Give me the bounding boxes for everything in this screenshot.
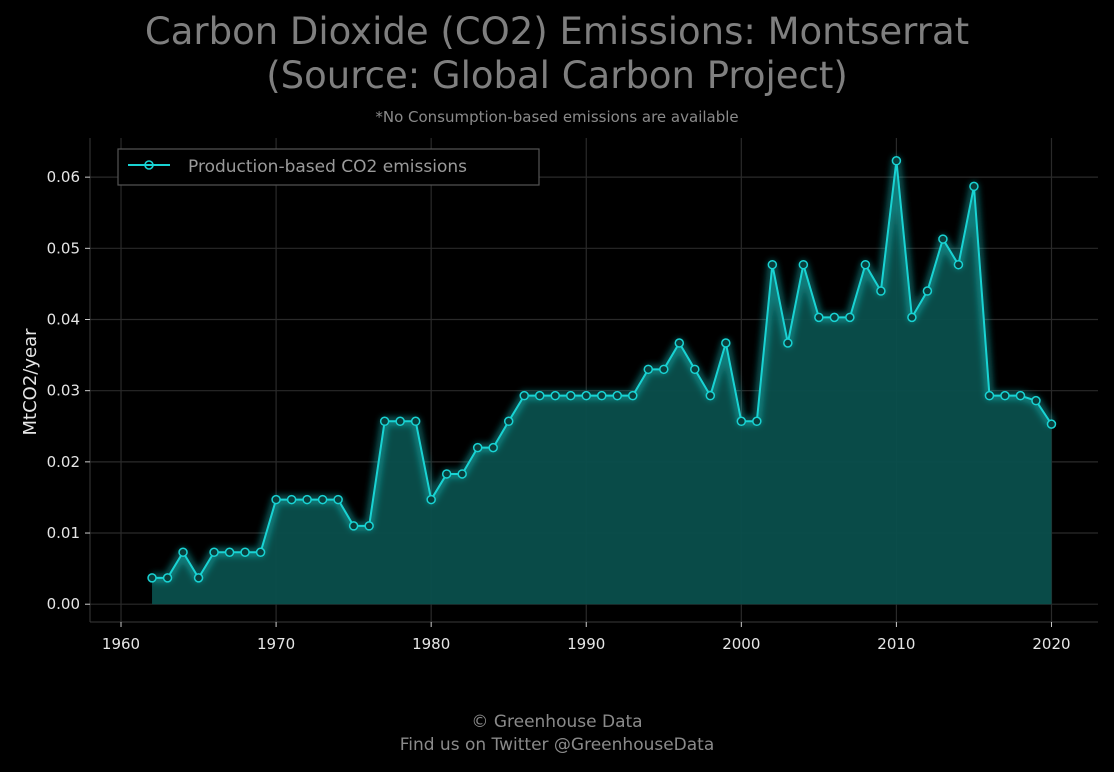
x-tick-label: 1970 bbox=[257, 635, 295, 653]
data-point bbox=[147, 573, 157, 583]
data-point bbox=[1046, 419, 1057, 429]
chart-title-line2: (Source: Global Carbon Project) bbox=[266, 54, 848, 97]
data-point bbox=[162, 573, 173, 583]
data-point bbox=[410, 416, 421, 427]
data-point bbox=[798, 259, 809, 270]
y-tick-label: 0.05 bbox=[47, 239, 80, 257]
data-point bbox=[395, 416, 405, 427]
x-tick-label: 1980 bbox=[412, 635, 450, 653]
data-point bbox=[891, 156, 902, 166]
data-point bbox=[922, 286, 933, 296]
data-point bbox=[193, 573, 204, 583]
y-tick-label: 0.00 bbox=[47, 595, 80, 613]
data-point bbox=[364, 521, 374, 531]
legend: Production-based CO2 emissions bbox=[117, 148, 540, 186]
data-point bbox=[457, 469, 467, 479]
legend-label: Production-based CO2 emissions bbox=[188, 157, 467, 177]
data-point bbox=[534, 390, 545, 401]
data-point bbox=[953, 259, 964, 270]
x-tick-label: 1990 bbox=[567, 635, 605, 653]
y-axis-ticks: 0.00 0.01 0.02 0.03 0.04 0.05 0.06 bbox=[47, 168, 90, 613]
data-point bbox=[317, 494, 328, 505]
footer-copyright: © Greenhouse Data bbox=[471, 712, 643, 732]
data-point bbox=[426, 494, 436, 505]
x-axis-ticks: 1960 1970 1980 1990 2000 2010 2020 bbox=[102, 622, 1071, 653]
data-point bbox=[255, 547, 266, 557]
data-point bbox=[550, 390, 560, 401]
data-point bbox=[488, 442, 498, 453]
data-point bbox=[705, 390, 716, 401]
y-tick-label: 0.06 bbox=[47, 168, 80, 186]
data-point bbox=[240, 547, 250, 557]
axes bbox=[89, 138, 1098, 623]
data-point bbox=[519, 390, 529, 401]
data-point bbox=[1015, 390, 1026, 401]
data-point bbox=[674, 338, 685, 348]
data-point bbox=[1000, 390, 1010, 401]
y-axis-label: MtCO2/year bbox=[20, 328, 41, 436]
data-point bbox=[1031, 395, 1041, 406]
area-layer bbox=[152, 155, 1056, 605]
data-point bbox=[581, 390, 591, 401]
data-point bbox=[597, 390, 607, 401]
data-point bbox=[969, 181, 979, 192]
x-tick-label: 2010 bbox=[877, 635, 915, 653]
data-point bbox=[643, 364, 654, 375]
data-point bbox=[441, 469, 452, 479]
data-point bbox=[845, 312, 855, 323]
chart-title-line1: Carbon Dioxide (CO2) Emissions: Montserr… bbox=[144, 10, 970, 53]
y-tick-label: 0.01 bbox=[47, 524, 80, 542]
data-point bbox=[752, 416, 762, 427]
data-point bbox=[379, 416, 390, 427]
data-point bbox=[612, 390, 623, 401]
data-point bbox=[783, 338, 793, 348]
data-point bbox=[286, 494, 297, 505]
data-point bbox=[348, 521, 359, 531]
x-tick-label: 1960 bbox=[102, 635, 140, 653]
y-tick-label: 0.04 bbox=[47, 311, 80, 329]
legend-marker-swatch bbox=[144, 160, 154, 170]
legend-box bbox=[117, 148, 540, 186]
data-point bbox=[736, 416, 747, 427]
data-point bbox=[178, 547, 188, 557]
x-tick-label: 2020 bbox=[1032, 635, 1070, 653]
data-point bbox=[659, 364, 669, 375]
data-point bbox=[767, 259, 778, 270]
x-tick-label: 2000 bbox=[722, 635, 760, 653]
data-point bbox=[209, 547, 219, 557]
data-point bbox=[876, 286, 886, 296]
data-point bbox=[503, 416, 514, 427]
data-point bbox=[333, 494, 343, 505]
data-point bbox=[907, 312, 917, 323]
data-points bbox=[147, 156, 1057, 583]
data-point bbox=[814, 312, 824, 323]
emissions-area bbox=[152, 160, 1052, 605]
emissions-chart: 1960 1970 1980 1990 2000 2010 2020 0.000.010.0… bbox=[20, 138, 1098, 653]
data-point bbox=[224, 547, 235, 557]
data-point bbox=[721, 338, 731, 348]
data-point bbox=[302, 494, 312, 505]
y-tick-label: 0.03 bbox=[47, 382, 80, 400]
footer-twitter: Find us on Twitter @GreenhouseData bbox=[399, 735, 715, 755]
data-point bbox=[829, 312, 840, 323]
data-point bbox=[628, 390, 638, 401]
data-point bbox=[938, 234, 948, 244]
chart-subtitle: *No Consumption-based emissions are avai… bbox=[375, 108, 739, 126]
data-point bbox=[860, 259, 871, 270]
data-point bbox=[690, 364, 700, 375]
data-point bbox=[271, 494, 281, 505]
data-point bbox=[984, 390, 995, 401]
data-point bbox=[472, 442, 483, 453]
data-point bbox=[565, 390, 576, 401]
y-tick-label: 0.02 bbox=[47, 453, 80, 471]
